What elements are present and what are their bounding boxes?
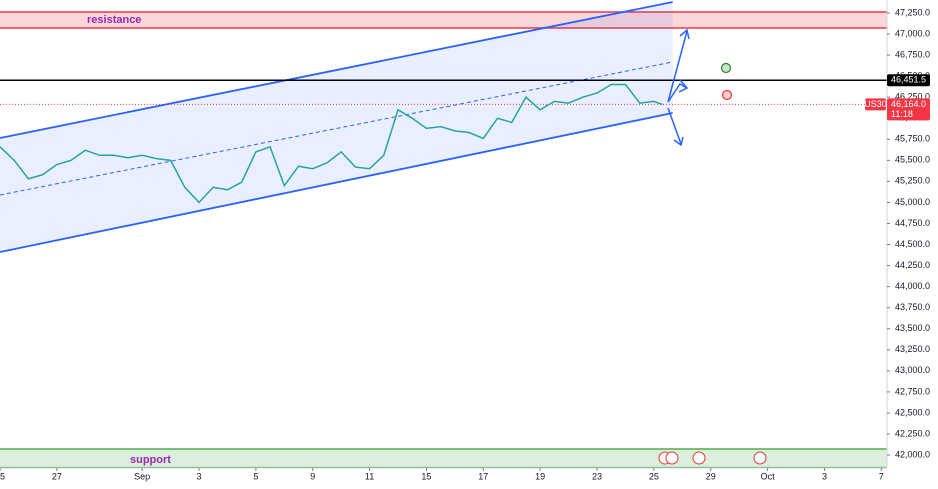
y-tick-label: 42,500.0 — [895, 407, 930, 417]
channel-fill — [0, 2, 673, 253]
x-tick-label: 23 — [592, 471, 602, 481]
level-tag — [887, 74, 930, 87]
price-line — [0, 83, 663, 204]
y-tick-label: 45,250.0 — [895, 176, 930, 186]
x-tick-label: 11 — [365, 471, 374, 481]
y-tick-label: 43,250.0 — [895, 344, 930, 354]
level-tag-label: 46,451.5 — [891, 75, 926, 85]
x-tick-label: 19 — [535, 471, 545, 481]
channel-middle — [0, 61, 673, 196]
x-tick-label: 25 — [649, 471, 659, 481]
y-tick-label: 46,750.0 — [895, 49, 930, 59]
x-tick-label: Oct — [761, 471, 776, 481]
channel-upper — [0, 1, 673, 139]
event-icon — [665, 451, 679, 465]
y-tick-label: 45,750.0 — [895, 134, 930, 144]
last-price-label: 46,164.0 — [891, 99, 926, 109]
event-icon — [692, 451, 706, 465]
y-tick-label: 45,500.0 — [895, 155, 930, 165]
x-tick-label: 5 — [253, 471, 258, 481]
y-tick-label: 43,750.0 — [895, 302, 930, 312]
resistance-zone — [0, 11, 887, 28]
y-tick-label: 47,250.0 — [895, 7, 930, 17]
y-tick-label: 43,000.0 — [895, 365, 930, 375]
y-tick-label: 42,750.0 — [895, 386, 930, 396]
y-tick-label: 43,500.0 — [895, 323, 930, 333]
x-tick-label: 3 — [196, 471, 201, 481]
symbol-tag — [865, 98, 886, 111]
y-tick-label: 47,000.0 — [895, 28, 930, 38]
x-tick-label: 17 — [478, 471, 488, 481]
event-icons — [658, 451, 767, 465]
symbol-label: US30 — [864, 99, 887, 109]
countdown: 11:18 — [891, 109, 913, 119]
arrow-head — [678, 79, 689, 93]
arrow-up — [667, 30, 688, 103]
arrow-head — [679, 28, 690, 40]
y-tick-label: 42,000.0 — [895, 449, 930, 459]
y-tick-label: 44,250.0 — [895, 260, 930, 270]
x-tick-label: 9 — [310, 471, 315, 481]
zone-label: resistance — [87, 14, 141, 26]
last-price-tag — [887, 98, 930, 121]
zone-label: support — [130, 454, 171, 466]
y-tick-label: 44,500.0 — [895, 239, 930, 249]
arrow-down — [667, 107, 682, 145]
y-tick-label: 42,250.0 — [895, 428, 930, 438]
x-tick-label: 7 — [879, 471, 884, 481]
y-tick-label: 44,750.0 — [895, 218, 930, 228]
plot-area: resistance support — [0, 1, 887, 469]
y-tick-label: 45,000.0 — [895, 197, 930, 207]
arrow-head — [673, 136, 684, 147]
channel-lower — [0, 112, 673, 253]
x-tick-label: 3 — [822, 471, 827, 481]
x-tick-label: Sep — [134, 471, 150, 481]
x-tick-label: 25 — [0, 471, 5, 481]
event-icon — [753, 451, 767, 465]
signal-bullish — [720, 62, 732, 74]
scenario-arrows — [667, 28, 690, 147]
y-tick-label: 44,000.0 — [895, 281, 930, 291]
x-tick-label: 29 — [706, 471, 716, 481]
x-tick-label: 15 — [421, 471, 431, 481]
arrow-right — [667, 83, 688, 103]
signal-bearish — [721, 89, 733, 101]
y-tick-label: 46,250.0 — [895, 92, 930, 102]
x-tick-label: 27 — [52, 471, 62, 481]
x-axis-panel — [0, 468, 938, 489]
